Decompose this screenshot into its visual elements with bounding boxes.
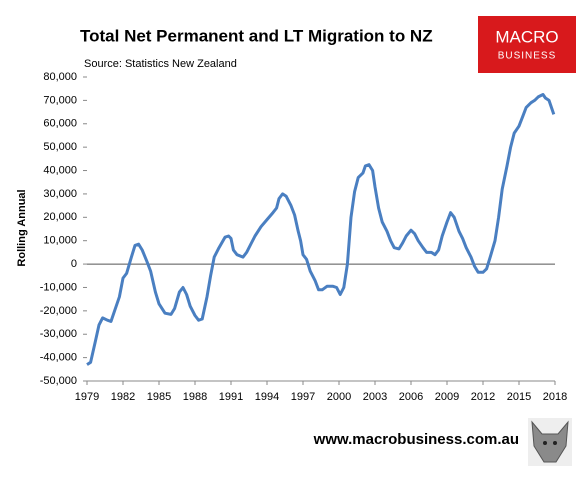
y-tick-label: 50,000	[43, 141, 77, 153]
x-tick-label: 1985	[147, 391, 171, 403]
logo-text: MACRO	[495, 27, 558, 46]
y-tick-label: 40,000	[43, 164, 77, 176]
y-axis-label: Rolling Annual	[16, 189, 28, 266]
x-tick-label: 1982	[111, 391, 135, 403]
x-tick-label: 2006	[399, 391, 423, 403]
y-tick-label: -20,000	[40, 305, 77, 317]
x-tick-label: 2000	[327, 391, 351, 403]
y-tick-label: -10,000	[40, 281, 77, 293]
logo-box	[478, 16, 576, 73]
x-tick-label: 2003	[363, 391, 387, 403]
y-tick-label: 70,000	[43, 94, 77, 106]
footer-url: www.macrobusiness.com.au	[313, 431, 519, 448]
chart-subtitle: Source: Statistics New Zealand	[84, 58, 237, 70]
x-tick-label: 2018	[543, 391, 567, 403]
y-tick-label: -50,000	[40, 375, 77, 387]
y-tick-label: 80,000	[43, 71, 77, 83]
x-tick-label: 1994	[255, 391, 279, 403]
x-tick-label: 2015	[507, 391, 531, 403]
x-tick-label: 1979	[75, 391, 99, 403]
x-tick-label: 1988	[183, 391, 207, 403]
x-tick-label: 2012	[471, 391, 495, 403]
x-tick-label: 1991	[219, 391, 243, 403]
wolf-icon	[528, 418, 572, 466]
y-tick-label: 0	[71, 258, 77, 270]
y-tick-label: -30,000	[40, 328, 77, 340]
y-tick-label: 10,000	[43, 235, 77, 247]
chart-title: Total Net Permanent and LT Migration to …	[80, 26, 433, 45]
y-tick-label: 30,000	[43, 188, 77, 200]
x-tick-label: 2009	[435, 391, 459, 403]
y-tick-label: -40,000	[40, 352, 77, 364]
logo-text: BUSINESS	[498, 51, 557, 62]
data-line	[86, 93, 556, 366]
x-tick-label: 1997	[291, 391, 315, 403]
y-tick-label: 20,000	[43, 211, 77, 223]
y-tick-label: 60,000	[43, 118, 77, 130]
